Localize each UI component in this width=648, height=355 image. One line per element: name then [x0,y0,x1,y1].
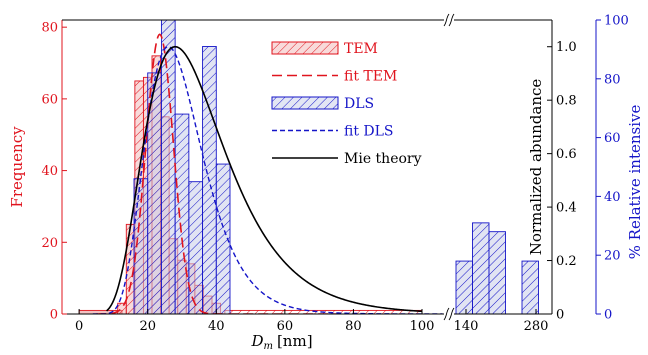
y-left-tick-label: 80 [41,21,58,36]
legend-swatch [271,41,339,55]
tem-histogram [78,55,423,314]
y-right1-tick-label: 0.4 [556,201,577,216]
dls-bar [188,181,204,314]
legend-label: TEM [344,41,378,57]
y-right2-tick-label: 100 [604,14,629,29]
x-tick-label: 0 [75,319,83,334]
legend-label: fit TEM [344,69,397,85]
axis-ticks: 0 20 40 60 80 100 140 280 0 20 40 60 80 0 0.2 0.4 0.6 0.8… [41,14,628,335]
x-tick-label: 100 [410,319,435,334]
axis-frames [61,19,597,315]
x-tick-label: 80 [345,319,362,334]
y-right1-tick-label: 0 [556,308,564,323]
x-tick-label: 40 [208,319,225,334]
tem-bar [117,302,127,314]
y-axis-right1-label: Normalized abundance [527,79,545,256]
mie-curve [106,45,423,313]
y-left-tick-label: 40 [41,164,58,179]
y-left-tick-label: 0 [50,308,58,323]
dls-bar [174,113,190,314]
legend-label: DLS [344,96,374,112]
x-broken-tick-label: 280 [524,319,549,334]
dls-broken-bar [521,260,539,315]
y-right2-tick-label: 40 [604,190,621,205]
y-right1-tick-label: 1.0 [556,40,577,55]
dls-broken-bar [488,231,506,315]
dls-broken-bar [455,260,473,315]
y-axis-left-label: Frequency [8,126,26,208]
dls-bar [160,20,176,314]
dls-histogram [133,20,231,314]
y-right2-tick-label: 20 [604,249,621,264]
y-left-tick-label: 60 [41,92,58,107]
y-right1-tick-label: 0.6 [556,147,577,162]
dls-bar [215,163,231,314]
dls-broken-bar [472,222,490,315]
axis-break-markers [443,13,455,322]
x-tick-label: 20 [139,319,156,334]
dls-broken-histogram [455,222,539,315]
legend-label: Mie theory [344,151,422,167]
x-tick-label: 60 [277,319,294,334]
x-axis-label: Dm [nm] [250,332,312,352]
legend: TEM fit TEM DLS fit DLS Mie theory [271,41,422,167]
y-left-tick-label: 20 [41,236,58,251]
legend-label: fit DLS [344,124,394,140]
y-right2-tick-label: 60 [604,131,621,146]
y-right1-tick-label: 0.8 [556,94,577,109]
y-right2-tick-label: 0 [604,308,612,323]
y-right2-tick-label: 80 [604,72,621,87]
y-right1-tick-label: 0.2 [556,254,577,269]
y-axis-right2-label: % Relative intensive [626,105,644,260]
x-broken-tick-label: 140 [454,319,479,334]
legend-swatch [271,96,339,110]
